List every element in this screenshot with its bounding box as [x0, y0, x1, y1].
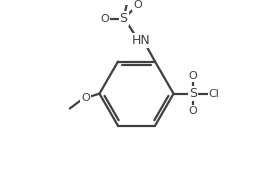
- Text: HN: HN: [132, 34, 150, 47]
- Text: O: O: [101, 14, 109, 24]
- Text: S: S: [120, 13, 127, 25]
- Text: O: O: [133, 0, 142, 10]
- Text: S: S: [189, 87, 197, 100]
- Text: Cl: Cl: [209, 89, 220, 99]
- Text: O: O: [189, 106, 197, 116]
- Text: O: O: [189, 71, 197, 81]
- Text: O: O: [81, 93, 90, 103]
